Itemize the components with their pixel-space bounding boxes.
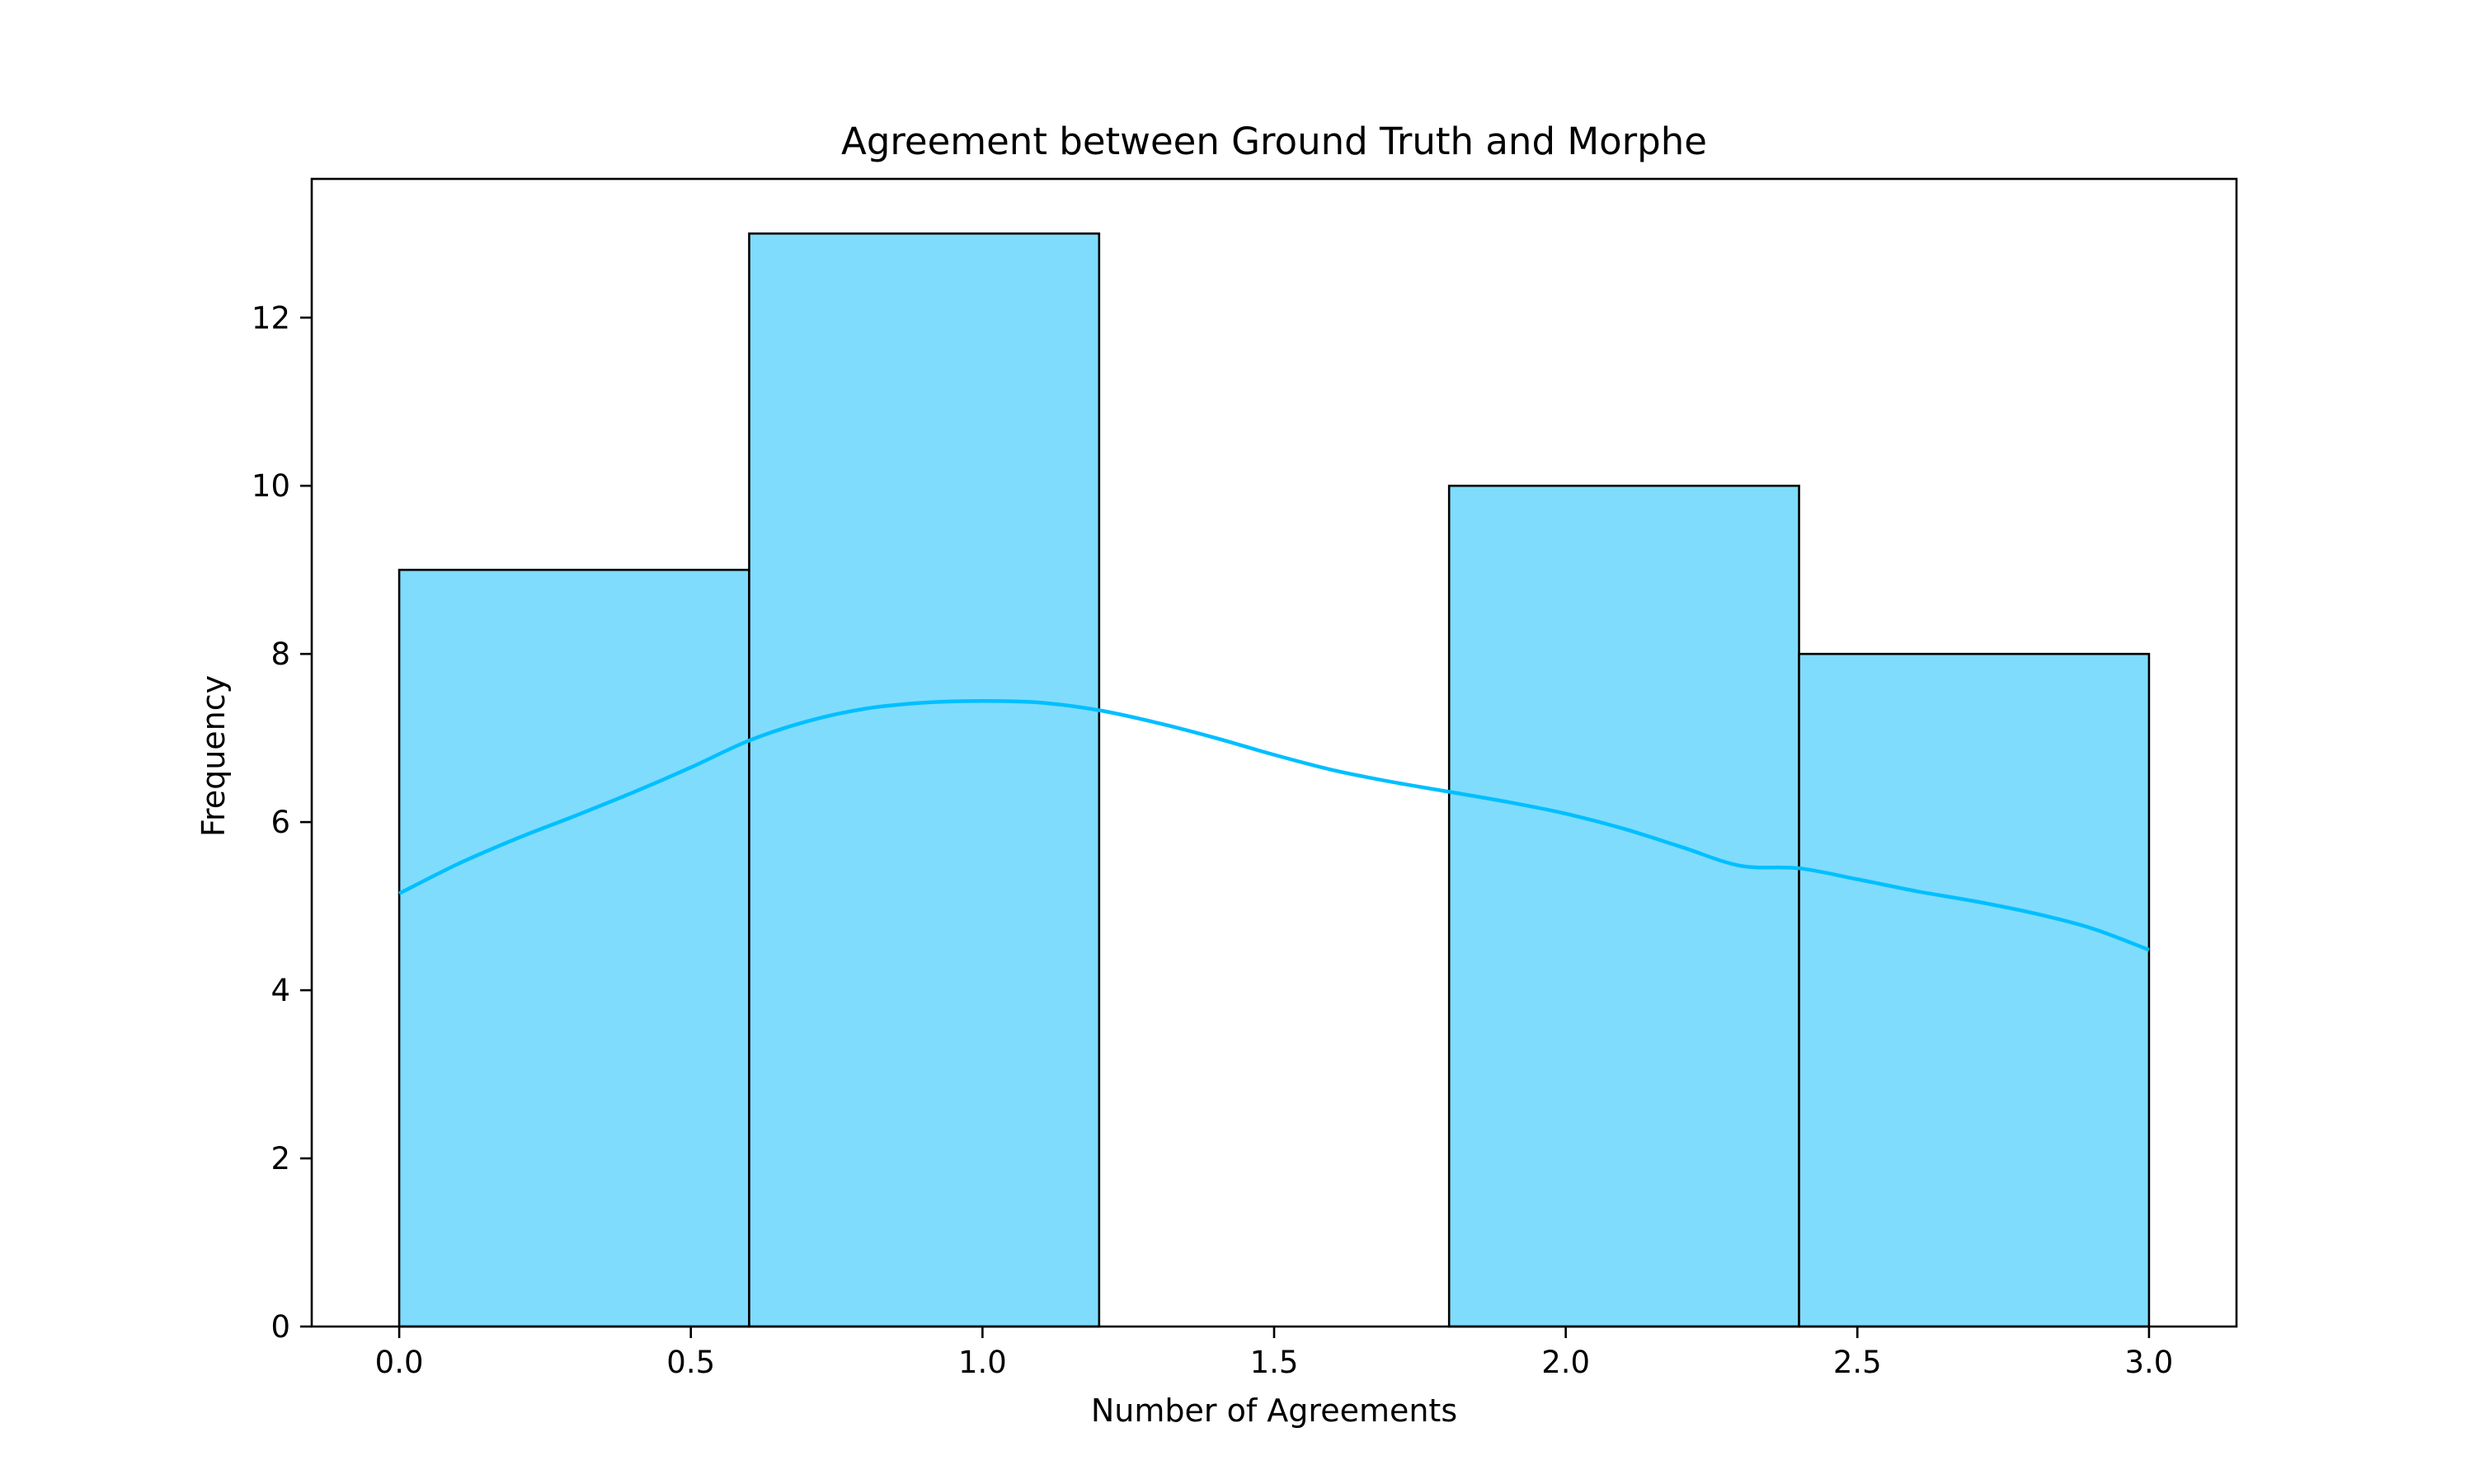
x-tick-label: 0.5 xyxy=(666,1345,715,1380)
histogram-bar-4 xyxy=(1798,652,2151,1328)
y-axis: 0 2 4 6 8 10 12 xyxy=(252,300,312,1345)
y-tick-label: 4 xyxy=(270,973,290,1008)
x-tick-label: 0.0 xyxy=(375,1345,424,1380)
chart-title: Agreement between Ground Truth and Morph… xyxy=(841,120,1707,163)
y-tick-label: 10 xyxy=(252,468,290,504)
x-axis: 0.0 0.5 1.0 1.5 2.0 2.5 3.0 xyxy=(375,1327,2173,1380)
x-axis-label: Number of Agreements xyxy=(1091,1392,1457,1429)
x-tick-label: 1.5 xyxy=(1250,1345,1299,1380)
histogram-bars xyxy=(397,232,2151,1328)
y-tick-label: 8 xyxy=(270,636,290,672)
x-tick-label: 3.0 xyxy=(2124,1345,2173,1380)
y-tick-label: 12 xyxy=(252,300,290,336)
histogram-bar-3 xyxy=(1447,484,1800,1328)
x-tick-label: 2.5 xyxy=(1833,1345,1882,1380)
kde-curve xyxy=(398,699,2150,952)
x-tick-label: 2.0 xyxy=(1541,1345,1590,1380)
histogram-bar-1 xyxy=(748,232,1101,1328)
y-axis-label: Frequency xyxy=(195,675,232,837)
y-tick-label: 6 xyxy=(270,805,290,840)
x-tick-label: 1.0 xyxy=(958,1345,1007,1380)
y-tick-label: 2 xyxy=(270,1141,290,1176)
histogram-bar-0 xyxy=(397,568,750,1328)
y-tick-label: 0 xyxy=(270,1309,290,1345)
